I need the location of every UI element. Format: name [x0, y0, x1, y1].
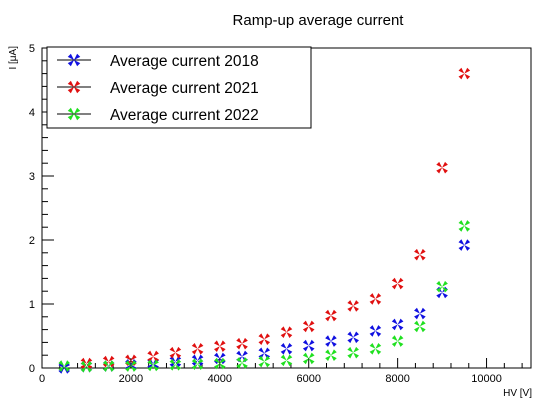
data-point — [280, 326, 293, 338]
data-point — [325, 335, 337, 347]
data-point — [191, 354, 204, 367]
data-point — [191, 342, 204, 355]
x-tick-label: 2000 — [119, 373, 143, 385]
legend: Average current 2018 Average current 2021… — [46, 46, 312, 129]
data-point — [280, 354, 293, 367]
data-point — [347, 346, 359, 359]
data-point — [347, 331, 359, 344]
data-point — [80, 357, 93, 370]
legend-label: Average current 2021 — [110, 80, 259, 97]
y-axis: 0 1 2 3 4 5 — [29, 43, 54, 375]
x-tick-label: 4000 — [208, 373, 232, 385]
data-series — [58, 67, 471, 374]
chart-title: Ramp-up average current — [233, 12, 405, 29]
data-point — [347, 300, 359, 312]
data-point — [169, 355, 182, 368]
data-point — [414, 320, 426, 333]
data-point — [214, 357, 226, 370]
y-tick-label: 1 — [29, 299, 35, 311]
x-tick-label: 8000 — [385, 373, 409, 385]
legend-label: Average current 2022 — [110, 107, 259, 124]
data-point — [58, 360, 71, 372]
data-point — [302, 320, 315, 333]
y-axis-label: I [μA] — [8, 46, 19, 70]
x-axis-label: HV [V] — [503, 388, 532, 399]
series-0 — [58, 239, 471, 374]
data-point — [436, 280, 448, 293]
legend-marker — [67, 80, 81, 94]
data-point — [369, 293, 382, 305]
legend-marker — [67, 53, 81, 67]
data-point — [102, 360, 115, 372]
data-point — [436, 286, 448, 299]
data-point — [80, 360, 93, 373]
data-point — [258, 355, 271, 368]
data-point — [325, 349, 337, 362]
y-tick-label: 3 — [29, 171, 35, 183]
data-point — [391, 318, 404, 331]
data-point — [391, 277, 404, 290]
data-point — [458, 239, 471, 251]
data-point — [147, 359, 159, 372]
legend-label: Average current 2018 — [110, 53, 259, 70]
y-tick-label: 0 — [29, 363, 35, 375]
y-tick-label: 5 — [29, 43, 35, 55]
series-2 — [58, 220, 471, 373]
data-point — [391, 335, 404, 347]
x-tick-label: 10000 — [471, 373, 502, 385]
data-point — [191, 358, 204, 370]
data-point — [302, 352, 315, 365]
data-point — [414, 248, 426, 261]
data-point — [125, 360, 137, 372]
data-point — [369, 325, 382, 337]
y-tick-label: 2 — [29, 235, 35, 247]
x-axis: 0 2000 4000 6000 8000 10000 — [39, 358, 523, 385]
y-tick-label: 4 — [29, 107, 35, 119]
data-point — [236, 337, 248, 350]
data-point — [169, 358, 182, 371]
x-tick-label: 6000 — [296, 373, 320, 385]
legend-marker — [67, 107, 81, 121]
data-point — [458, 67, 471, 80]
x-tick-label: 0 — [39, 373, 45, 385]
data-point — [258, 333, 271, 346]
data-point — [236, 357, 248, 369]
data-point — [169, 346, 182, 359]
data-point — [369, 342, 382, 355]
data-point — [436, 161, 448, 174]
data-point — [147, 350, 159, 363]
data-point — [458, 220, 471, 232]
data-point — [414, 307, 426, 320]
data-point — [280, 342, 293, 355]
data-point — [325, 309, 337, 322]
data-point — [214, 340, 226, 353]
data-point — [302, 339, 315, 352]
